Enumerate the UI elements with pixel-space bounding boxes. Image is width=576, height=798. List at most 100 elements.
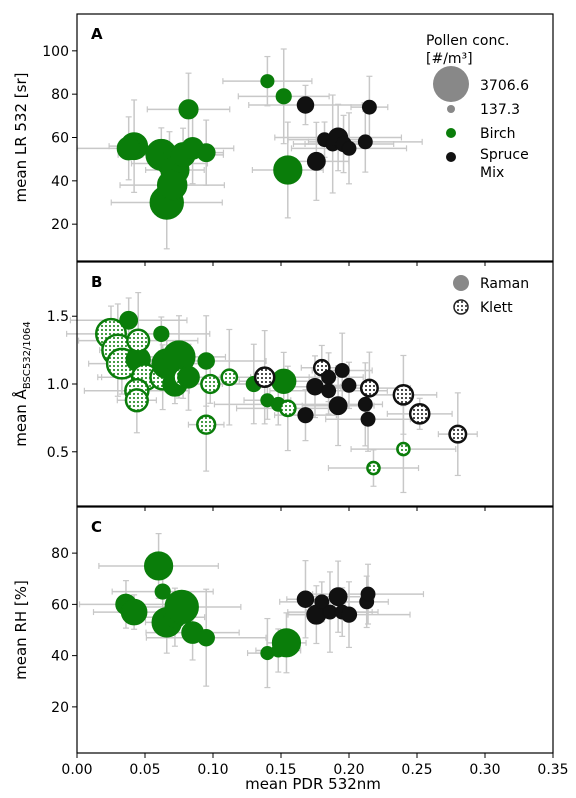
panel-letter: A [91, 25, 103, 43]
legend-pollen: Pollen conc. [#/m³] 3706.6 137.3 Birch Spruce… [426, 33, 529, 181]
spruce-marker [321, 383, 337, 399]
spruce-marker [361, 99, 377, 115]
legend-birch-label: Birch [480, 126, 516, 142]
birch-klett-marker [220, 368, 239, 387]
y-tick-label: 0.5 [47, 445, 69, 461]
y-tick-label: 1.5 [47, 309, 69, 325]
y-tick-label: 20 [51, 700, 69, 716]
spruce-marker [340, 606, 358, 623]
spruce-marker [328, 587, 348, 607]
spruce-marker [360, 411, 376, 427]
legend-klett-label: Klett [480, 300, 513, 316]
birch-marker [153, 325, 170, 342]
x-tick-label: 0.10 [197, 762, 228, 778]
y-tick-label: 80 [51, 87, 69, 103]
spruce-marker [357, 396, 373, 412]
y-axis-label: mean LR 532 [sr] [12, 73, 30, 203]
x-tick-label: 0.00 [61, 762, 92, 778]
x-tick-label: 0.25 [401, 762, 432, 778]
birch-marker [154, 583, 171, 600]
legend-method: Raman Klett [453, 275, 529, 316]
x-tick-label: 0.20 [333, 762, 364, 778]
birch-marker [197, 352, 215, 370]
y-tick-label: 100 [42, 44, 69, 60]
x-axis-label: mean PDR 532nm [245, 775, 381, 793]
plot-frame [76, 261, 554, 507]
birch-marker [197, 628, 215, 647]
birch-klett-marker [124, 388, 149, 413]
birch-klett-marker [200, 373, 221, 395]
x-tick-label: 0.35 [537, 762, 568, 778]
spruce-marker [357, 134, 373, 150]
spruce-marker [341, 140, 357, 156]
legend-spruce-label-line2: Mix [480, 165, 504, 181]
birch-marker [164, 589, 199, 625]
spruce-klett-marker [408, 403, 431, 425]
legend-size-min-marker [447, 105, 455, 113]
x-tick-label: 0.30 [469, 762, 500, 778]
y-tick-label: 80 [51, 546, 69, 562]
y-tick-label: 40 [51, 649, 69, 665]
y-axis-label-main: mean Å [11, 388, 30, 446]
birch-marker [260, 74, 275, 89]
spruce-marker [297, 407, 314, 424]
birch-marker [271, 628, 302, 658]
birch-marker [273, 155, 303, 185]
birch-marker [275, 88, 292, 105]
legend-title-units: [#/m³] [426, 51, 473, 67]
birch-marker [119, 310, 139, 330]
legend-spruce-label: Spruce [480, 147, 529, 163]
spruce-marker [360, 586, 376, 602]
y-tick-label: 40 [51, 174, 69, 190]
y-tick-label: 20 [51, 217, 69, 233]
spruce-marker [334, 362, 350, 378]
spruce-klett-marker [392, 384, 415, 406]
spruce-marker [341, 377, 357, 393]
legend-raman-marker [453, 275, 469, 291]
spruce-klett-marker [253, 366, 276, 389]
y-axis-label: mean ÅBSC532/1064 [11, 321, 33, 447]
legend-title: Pollen conc. [426, 33, 510, 49]
birch-klett-marker [366, 460, 381, 476]
birch-marker [177, 365, 200, 389]
legend-size-max-label: 3706.6 [480, 78, 529, 94]
birch-marker [156, 169, 188, 201]
plot-frame [76, 13, 554, 262]
birch-marker [196, 143, 216, 163]
birch-marker [120, 598, 148, 626]
x-tick-label: 0.15 [265, 762, 296, 778]
spruce-marker [296, 96, 315, 114]
birch-klett-marker [126, 328, 151, 353]
y-axis-label-subscript: BSC532/1064 [22, 321, 33, 389]
spruce-marker [314, 594, 330, 610]
panel-letter: C [91, 518, 102, 536]
spruce-marker [306, 151, 326, 171]
spruce-marker [296, 590, 315, 608]
spruce-klett-marker [359, 378, 379, 398]
plot-frame [76, 506, 554, 754]
birch-klett-marker [278, 399, 297, 418]
legend-size-max-marker [433, 66, 469, 102]
y-axis-label: mean RH [%] [12, 580, 30, 680]
spruce-marker [328, 396, 348, 416]
panel-c: 20 40 60 80 0.00 0.05 0.10 0.15 0.20 0.25 0.30 0.35… [12, 506, 569, 778]
spruce-marker [321, 369, 337, 385]
legend-birch-marker [446, 128, 456, 138]
spruce-klett-marker [448, 424, 468, 444]
legend-size-min-label: 137.3 [480, 102, 520, 118]
x-tick-label: 0.05 [129, 762, 160, 778]
birch-marker [178, 99, 199, 120]
birch-klett-marker [396, 441, 411, 457]
birch-marker [116, 136, 141, 161]
y-tick-label: 60 [51, 597, 69, 613]
legend-raman-label: Raman [480, 276, 529, 292]
legend-spruce-marker [446, 152, 456, 162]
legend-klett-marker [453, 299, 469, 315]
birch-marker [144, 551, 174, 581]
y-tick-label: 1.0 [47, 377, 69, 393]
panel-letter: B [91, 273, 102, 291]
birch-marker [271, 368, 297, 394]
